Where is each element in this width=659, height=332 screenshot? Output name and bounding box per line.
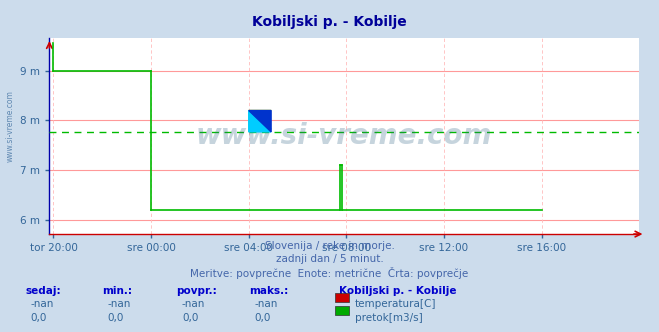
Text: sedaj:: sedaj: [25, 286, 61, 296]
Text: min.:: min.: [102, 286, 132, 296]
Text: zadnji dan / 5 minut.: zadnji dan / 5 minut. [275, 254, 384, 264]
Polygon shape [248, 111, 271, 132]
Text: -nan: -nan [107, 299, 130, 309]
Text: 0,0: 0,0 [30, 313, 47, 323]
Text: povpr.:: povpr.: [177, 286, 217, 296]
Text: -nan: -nan [30, 299, 53, 309]
Text: 0,0: 0,0 [182, 313, 198, 323]
Text: -nan: -nan [254, 299, 277, 309]
Text: -nan: -nan [182, 299, 205, 309]
Text: pretok[m3/s]: pretok[m3/s] [355, 313, 422, 323]
Polygon shape [248, 111, 271, 132]
Text: Kobiljski p. - Kobilje: Kobiljski p. - Kobilje [339, 286, 457, 296]
Text: maks.:: maks.: [249, 286, 289, 296]
Text: temperatura[C]: temperatura[C] [355, 299, 436, 309]
Text: Meritve: povprečne  Enote: metrične  Črta: povprečje: Meritve: povprečne Enote: metrične Črta:… [190, 267, 469, 279]
Text: www.si-vreme.com: www.si-vreme.com [196, 122, 492, 150]
Polygon shape [248, 111, 271, 132]
Text: Slovenija / reke in morje.: Slovenija / reke in morje. [264, 241, 395, 251]
Text: 0,0: 0,0 [254, 313, 271, 323]
Text: www.si-vreme.com: www.si-vreme.com [5, 90, 14, 162]
Text: 0,0: 0,0 [107, 313, 124, 323]
Text: Kobiljski p. - Kobilje: Kobiljski p. - Kobilje [252, 15, 407, 29]
